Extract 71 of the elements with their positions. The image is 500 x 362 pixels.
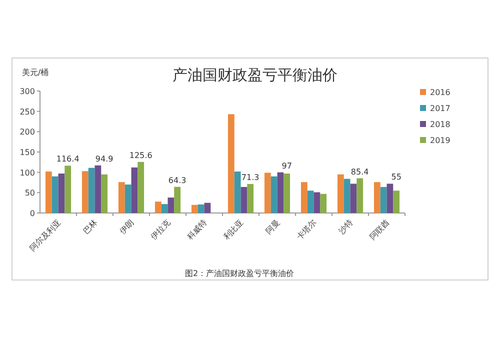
x-tick-label: 伊朗 bbox=[118, 218, 136, 236]
data-label: 55 bbox=[391, 172, 402, 182]
bar bbox=[64, 166, 72, 213]
data-label: 116.4 bbox=[56, 154, 80, 164]
bar bbox=[82, 171, 88, 213]
x-tick-label: 阿尔及利亚 bbox=[28, 218, 63, 253]
bar bbox=[118, 182, 125, 213]
bar bbox=[131, 167, 138, 213]
data-label: 97 bbox=[282, 161, 292, 170]
bar bbox=[174, 186, 181, 213]
legend-label: 2016 bbox=[430, 88, 450, 97]
bar bbox=[240, 186, 248, 213]
x-tick-label: 沙特 bbox=[336, 218, 355, 236]
y-axis-title: 美元/桶 bbox=[22, 68, 49, 77]
x-tick-label: 卡塔尔 bbox=[294, 218, 318, 242]
y-tick-label: 50 bbox=[24, 188, 35, 198]
x-tick-label: 阿曼 bbox=[264, 218, 282, 236]
legend-label: 2018 bbox=[430, 120, 450, 129]
data-label: 71.3 bbox=[241, 173, 260, 182]
bar bbox=[337, 174, 344, 213]
bar bbox=[393, 190, 400, 213]
bar bbox=[284, 174, 290, 213]
caption: 图2：产油国财政盈亏平衡油价 bbox=[185, 269, 294, 278]
bar bbox=[307, 190, 314, 213]
bar bbox=[270, 176, 278, 213]
bar bbox=[94, 165, 102, 213]
legend-label: 2019 bbox=[430, 136, 450, 145]
bar bbox=[138, 162, 144, 213]
bar bbox=[234, 172, 241, 213]
bar bbox=[101, 174, 108, 213]
bar bbox=[374, 182, 380, 213]
x-tick-label: 利比亚 bbox=[222, 218, 246, 242]
bar bbox=[45, 172, 52, 213]
y-tick-label: 100 bbox=[20, 168, 35, 178]
x-tick-label: 伊拉克 bbox=[148, 218, 172, 242]
y-tick-label: 150 bbox=[20, 148, 35, 157]
y-tick-label: 250 bbox=[20, 107, 35, 116]
data-label: 94.9 bbox=[95, 154, 114, 164]
bar bbox=[386, 184, 394, 213]
y-tick-label: 200 bbox=[20, 128, 35, 137]
bar bbox=[350, 184, 357, 213]
bar bbox=[344, 178, 350, 213]
x-tick-label: 巴林 bbox=[81, 218, 100, 236]
bar bbox=[154, 202, 162, 213]
bar bbox=[204, 202, 211, 213]
bar bbox=[168, 198, 174, 213]
bar bbox=[198, 204, 204, 213]
bar bbox=[380, 186, 387, 213]
x-tick-label: 科威特 bbox=[185, 218, 209, 242]
y-tick-label: 300 bbox=[20, 87, 35, 96]
data-label: 125.6 bbox=[129, 150, 152, 160]
bar bbox=[191, 204, 198, 213]
bar bbox=[314, 192, 320, 213]
bar bbox=[356, 178, 364, 213]
bar bbox=[320, 194, 327, 213]
bar bbox=[264, 172, 271, 213]
bar bbox=[124, 184, 132, 213]
legend-label: 2017 bbox=[430, 104, 450, 113]
data-label: 64.3 bbox=[168, 176, 186, 185]
bar bbox=[277, 172, 284, 213]
bar bbox=[247, 184, 254, 213]
bar bbox=[88, 168, 95, 213]
bar bbox=[58, 174, 65, 213]
bar bbox=[161, 204, 168, 213]
chart-title: 产油国财政盈亏平衡油价 bbox=[172, 66, 338, 84]
bar bbox=[52, 176, 58, 213]
bar bbox=[300, 182, 308, 213]
data-label: 85.4 bbox=[350, 167, 369, 176]
y-tick-label: 0 bbox=[30, 209, 35, 218]
bar bbox=[228, 114, 234, 213]
x-tick-label: 阿联酋 bbox=[368, 218, 392, 242]
